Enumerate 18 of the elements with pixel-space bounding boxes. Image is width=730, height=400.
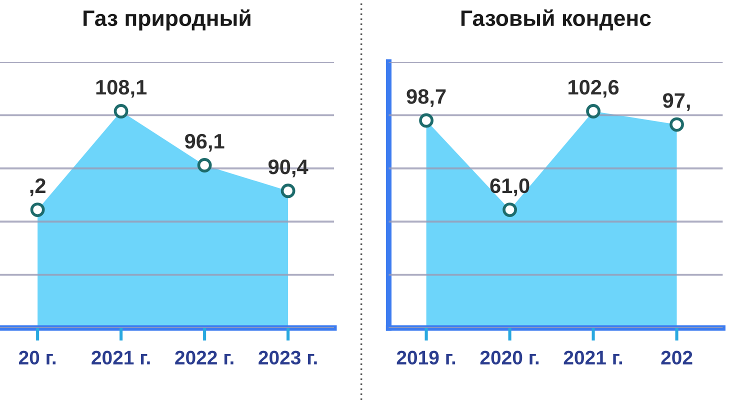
- x-tick-label: 2019 г.: [396, 350, 456, 365]
- data-label: 61,0: [490, 178, 530, 196]
- data-label: 98,7: [406, 89, 446, 107]
- x-tick-label: 20 г.: [18, 350, 56, 365]
- x-tick-label: 2020 г.: [480, 350, 539, 365]
- annotation: ,2: [30, 178, 46, 196]
- chart-title: Газовый конденс: [461, 9, 651, 30]
- x-tick-label: 2021 г.: [564, 350, 622, 365]
- x-tick-label: 2022 г.: [175, 350, 234, 365]
- data-label: 90,4: [268, 160, 308, 178]
- data-label: 96,1: [185, 134, 224, 152]
- data-label: 108,1: [96, 80, 147, 98]
- data-label: 102,6: [568, 80, 619, 98]
- x-tick-label: 2023 г.: [258, 350, 317, 365]
- chart-title: Газ природный: [84, 9, 250, 30]
- x-tick-label: 202: [661, 350, 692, 365]
- x-tick-label: 2021 г.: [92, 350, 150, 365]
- data-label: 97,: [663, 93, 690, 111]
